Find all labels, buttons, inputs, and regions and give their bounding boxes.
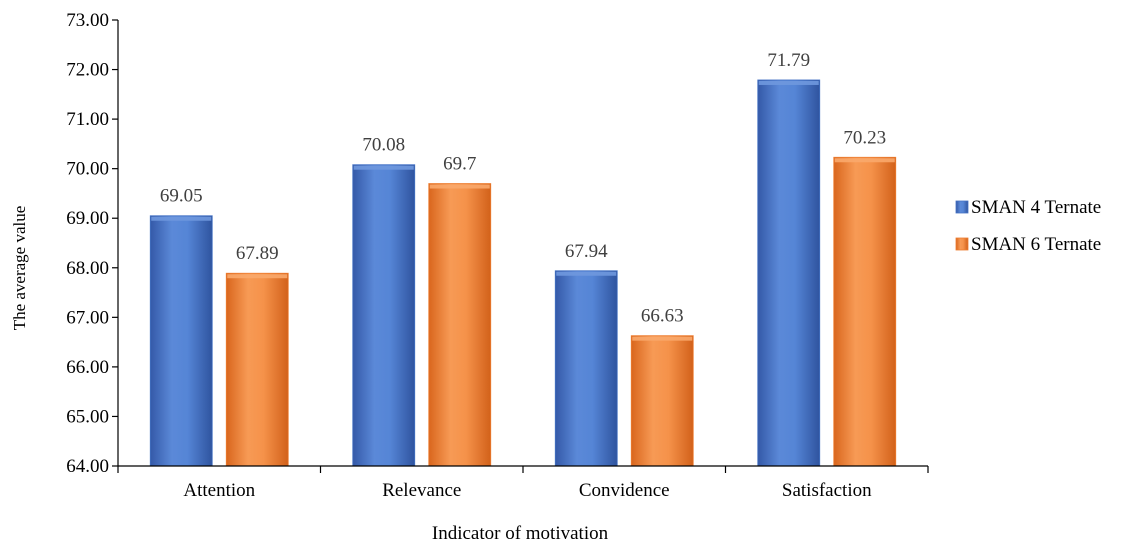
x-axis-title: Indicator of motivation	[432, 523, 609, 544]
x-category-label: Attention	[183, 480, 255, 501]
bar-bevel	[227, 274, 288, 279]
data-label: 70.08	[362, 135, 405, 156]
x-category-label: Relevance	[382, 480, 461, 501]
y-tick-label: 66.00	[66, 357, 109, 378]
data-label: 69.05	[160, 186, 203, 207]
y-tick-label: 71.00	[66, 109, 109, 130]
bar	[757, 79, 821, 467]
y-tick-label: 68.00	[66, 258, 109, 279]
y-tick-label: 69.00	[66, 208, 109, 229]
y-tick-label: 73.00	[66, 10, 109, 31]
x-category-label: Convidence	[579, 480, 670, 501]
bar	[428, 183, 492, 467]
y-tick-label: 65.00	[66, 406, 109, 427]
legend: SMAN 4 Ternate SMAN 6 Ternate	[955, 197, 1101, 255]
bar-bevel	[429, 184, 490, 189]
legend-label: SMAN 6 Ternate	[971, 234, 1101, 255]
bar-bevel	[353, 165, 414, 170]
y-tick-label: 64.00	[66, 456, 109, 477]
bar	[149, 215, 213, 467]
bar-body	[225, 272, 289, 467]
bar-bevel	[758, 80, 819, 85]
y-tick-label: 70.00	[66, 159, 109, 180]
bar-body	[833, 156, 897, 467]
y-axis: 64.00 65.00 66.00 67.00 68.00 69.00 70.00 71.00…	[66, 10, 119, 477]
data-label: 69.7	[443, 154, 476, 175]
plot-area: 69.05 67.89 70.08 69.7 67.94 66.63 71.79 70.23	[149, 50, 897, 467]
y-axis-title: The average value	[10, 206, 29, 331]
bar-bevel	[151, 216, 212, 221]
bar-body	[757, 79, 821, 467]
y-tick-label: 72.00	[66, 60, 109, 81]
bar-body	[630, 335, 694, 467]
y-tick-label: 67.00	[66, 307, 109, 328]
bar-bevel	[632, 336, 693, 341]
bar-bevel	[556, 271, 617, 276]
data-label: 70.23	[843, 127, 886, 148]
x-axis: Attention Relevance Convidence Satisfaction	[117, 465, 929, 501]
bar-body	[554, 270, 618, 467]
data-label: 66.63	[641, 306, 684, 327]
legend-label: SMAN 4 Ternate	[971, 197, 1101, 218]
bar-body	[352, 164, 416, 467]
bar-body	[428, 183, 492, 467]
bar	[833, 156, 897, 467]
bar-body	[149, 215, 213, 467]
data-label: 71.79	[767, 50, 810, 71]
data-label: 67.89	[236, 243, 279, 264]
bar	[554, 270, 618, 467]
bar	[352, 164, 416, 467]
data-label: 67.94	[565, 241, 608, 262]
legend-swatch	[955, 237, 969, 251]
legend-swatch	[955, 200, 969, 214]
bar	[225, 272, 289, 467]
x-category-label: Satisfaction	[782, 480, 872, 501]
bar	[630, 335, 694, 467]
bar-bevel	[834, 158, 895, 163]
